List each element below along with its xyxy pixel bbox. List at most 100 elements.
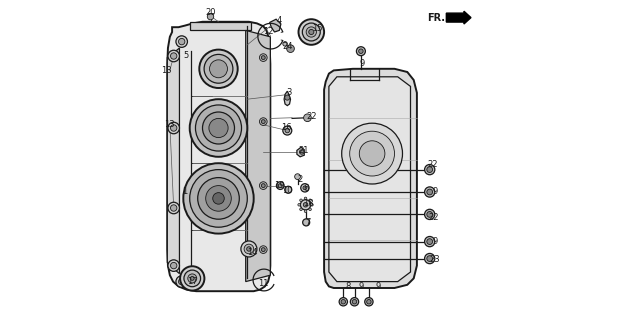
Circle shape [279,184,282,188]
Text: 23: 23 [430,255,440,264]
Circle shape [359,49,363,53]
Circle shape [427,256,433,261]
Circle shape [184,270,201,287]
Text: 20: 20 [205,8,216,17]
Circle shape [287,45,294,52]
Text: 22: 22 [306,112,316,121]
Circle shape [427,167,433,172]
Polygon shape [324,69,417,288]
Circle shape [350,131,394,176]
Text: 22: 22 [428,160,438,169]
Polygon shape [246,30,270,282]
Circle shape [170,262,177,269]
Circle shape [342,123,403,184]
Circle shape [427,212,433,217]
Circle shape [425,253,435,264]
Circle shape [168,260,179,271]
Text: 19: 19 [274,181,284,190]
Text: 9: 9 [376,282,381,291]
Text: 1: 1 [182,188,187,196]
Text: 6: 6 [304,184,309,193]
Circle shape [170,205,177,211]
Circle shape [285,128,289,133]
Circle shape [176,276,187,287]
Text: 5: 5 [183,52,189,60]
Circle shape [301,200,311,210]
Text: 9: 9 [433,237,438,246]
Circle shape [190,99,247,157]
Circle shape [299,19,324,45]
Text: 2: 2 [298,175,303,184]
Circle shape [180,266,204,291]
Circle shape [427,239,433,244]
Circle shape [179,278,185,285]
Circle shape [196,105,242,151]
Text: 9: 9 [360,60,365,68]
Circle shape [170,53,177,59]
Circle shape [304,197,307,200]
Circle shape [204,54,233,83]
Text: 13: 13 [162,66,172,75]
FancyArrow shape [447,11,471,24]
Text: 22: 22 [428,213,439,222]
Circle shape [425,164,435,175]
Circle shape [259,246,267,253]
Circle shape [209,118,228,138]
Polygon shape [190,22,250,30]
Circle shape [304,210,307,212]
Circle shape [259,118,267,125]
Circle shape [188,274,197,283]
Text: 7: 7 [306,218,311,227]
Polygon shape [167,48,179,274]
Circle shape [309,208,311,211]
Circle shape [309,199,311,202]
Circle shape [300,199,303,202]
Circle shape [168,50,179,62]
Text: 17: 17 [187,277,198,286]
Circle shape [427,189,433,195]
Circle shape [198,178,239,219]
Text: 9: 9 [433,188,438,196]
Circle shape [247,247,251,251]
Text: 21: 21 [298,146,309,155]
Text: 24: 24 [282,42,292,51]
Circle shape [183,163,253,234]
Circle shape [190,170,247,227]
Circle shape [299,150,304,154]
Circle shape [276,182,284,189]
Circle shape [179,38,185,45]
Circle shape [306,27,316,37]
Circle shape [339,298,347,306]
Circle shape [294,174,301,180]
Circle shape [350,298,359,306]
Circle shape [301,184,309,192]
Circle shape [300,208,303,211]
Circle shape [244,244,253,254]
Circle shape [285,186,292,193]
Circle shape [209,60,228,78]
Text: 4: 4 [277,16,282,25]
Text: 13: 13 [165,120,175,129]
Polygon shape [270,19,281,32]
Circle shape [206,186,231,211]
Text: 11: 11 [258,279,269,288]
Circle shape [365,298,373,306]
Text: 15: 15 [313,24,323,33]
Text: 10: 10 [282,186,292,195]
Circle shape [170,125,177,131]
Circle shape [309,29,314,35]
Circle shape [425,236,435,247]
Circle shape [262,248,265,252]
Circle shape [176,36,187,47]
Circle shape [304,114,311,122]
Circle shape [168,202,179,214]
Circle shape [298,204,301,206]
Circle shape [262,184,265,188]
Text: 12: 12 [263,28,274,36]
Circle shape [283,126,292,135]
Text: 3: 3 [286,88,292,97]
Circle shape [259,54,267,61]
Circle shape [285,95,290,100]
Circle shape [311,204,313,206]
Circle shape [425,187,435,197]
